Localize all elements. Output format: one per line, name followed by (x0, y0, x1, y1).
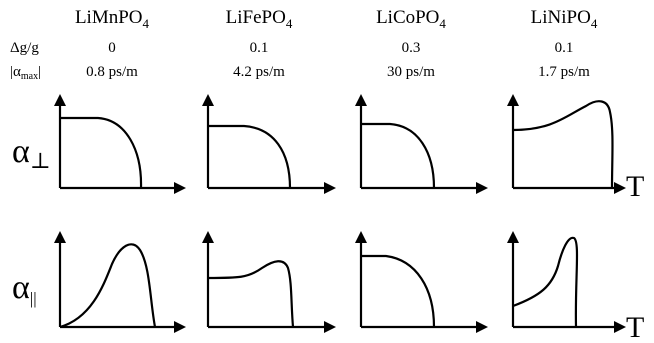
temperature-label-bottom: T (626, 311, 644, 343)
dg-value-limnpo: 0 (108, 40, 116, 56)
row-label-alpha-max: |αmax| (10, 64, 41, 82)
alpha-value-limnpo: 0.8 ps/m (86, 64, 138, 80)
dg-value-licopo: 0.3 (402, 40, 421, 56)
header-linipo: LiNiPO4 (531, 7, 598, 31)
panel-limnpo-par (54, 231, 186, 333)
curve-linipo-par (512, 236, 579, 328)
curve-licopo-par (361, 254, 436, 328)
panel-linipo-par (507, 231, 626, 333)
row-label-dg: Δg/g (10, 40, 39, 56)
panel-lifepo-par (202, 231, 336, 333)
header-licopo: LiCoPO4 (376, 7, 446, 31)
header-lifepo: LiFePO4 (226, 7, 293, 31)
panel-lifepo-perp (202, 94, 336, 194)
curve-licopo-perp (361, 122, 436, 189)
curve-limnpo-perp (60, 116, 143, 189)
panel-limnpo-perp (54, 94, 186, 194)
curve-lifepo-perp (208, 124, 292, 189)
alpha-perp-symbol: α⊥ (12, 133, 51, 173)
alpha-value-licopo: 30 ps/m (387, 64, 435, 80)
curve-limnpo-par (59, 243, 157, 329)
curve-linipo-perp (512, 100, 614, 189)
temperature-label-top: T (626, 170, 644, 203)
curve-lifepo-par (207, 260, 295, 328)
dg-value-linipo: 0.1 (555, 40, 574, 56)
panel-licopo-par (355, 231, 488, 333)
panel-linipo-perp (507, 94, 626, 194)
header-limnpo: LiMnPO4 (75, 7, 150, 31)
alpha-value-linipo: 1.7 ps/m (538, 64, 590, 80)
dg-value-lifepo: 0.1 (250, 40, 269, 56)
alpha-parallel-symbol: α|| (12, 269, 37, 308)
panel-licopo-perp (355, 94, 488, 194)
alpha-value-lifepo: 4.2 ps/m (233, 64, 285, 80)
